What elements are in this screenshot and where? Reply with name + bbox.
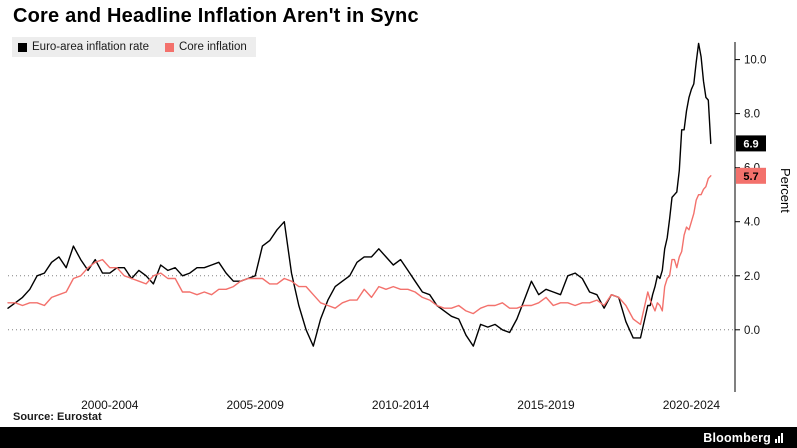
chart-canvas: 0.02.04.06.08.010.02000-20042005-2009201… [7, 42, 766, 412]
bloomberg-chart-icon [775, 432, 783, 443]
x-tick-label: 2010-2014 [372, 398, 430, 412]
x-tick-label: 2000-2004 [81, 398, 139, 412]
source-note: Source: Eurostat [13, 411, 102, 423]
end-value-box [736, 167, 766, 184]
y-axis-title: Percent [778, 168, 793, 213]
y-tick-label: 8.0 [744, 109, 760, 121]
end-value-label: 5.7 [743, 171, 758, 183]
y-tick-label: 2.0 [744, 271, 760, 283]
end-value-label: 6.9 [743, 138, 758, 150]
x-tick-label: 2005-2009 [227, 398, 285, 412]
end-value-box [736, 135, 766, 152]
footer-bar: Bloomberg [0, 427, 797, 448]
legend-item-core: Core inflation [164, 41, 247, 53]
x-tick-label: 2020-2024 [663, 398, 721, 412]
legend-label-headline: Euro-area inflation rate [32, 41, 149, 53]
x-tick-label: 2015-2019 [517, 398, 575, 412]
legend-swatch-headline [18, 42, 27, 52]
series-line-euro-area-inflation-rate [7, 42, 712, 347]
legend-swatch-core [164, 42, 174, 52]
y-tick-label: 10.0 [744, 55, 766, 67]
legend-item-headline: Euro-area inflation rate [18, 41, 149, 53]
bloomberg-wordmark: Bloomberg [703, 430, 771, 445]
y-tick-label: 4.0 [744, 217, 760, 229]
legend: Euro-area inflation rate Core inflation [12, 37, 256, 57]
legend-label-core: Core inflation [178, 41, 247, 53]
chart-title: Core and Headline Inflation Aren't in Sy… [13, 5, 419, 27]
y-tick-label: 0.0 [744, 325, 760, 337]
series-line-core-inflation [7, 175, 712, 326]
